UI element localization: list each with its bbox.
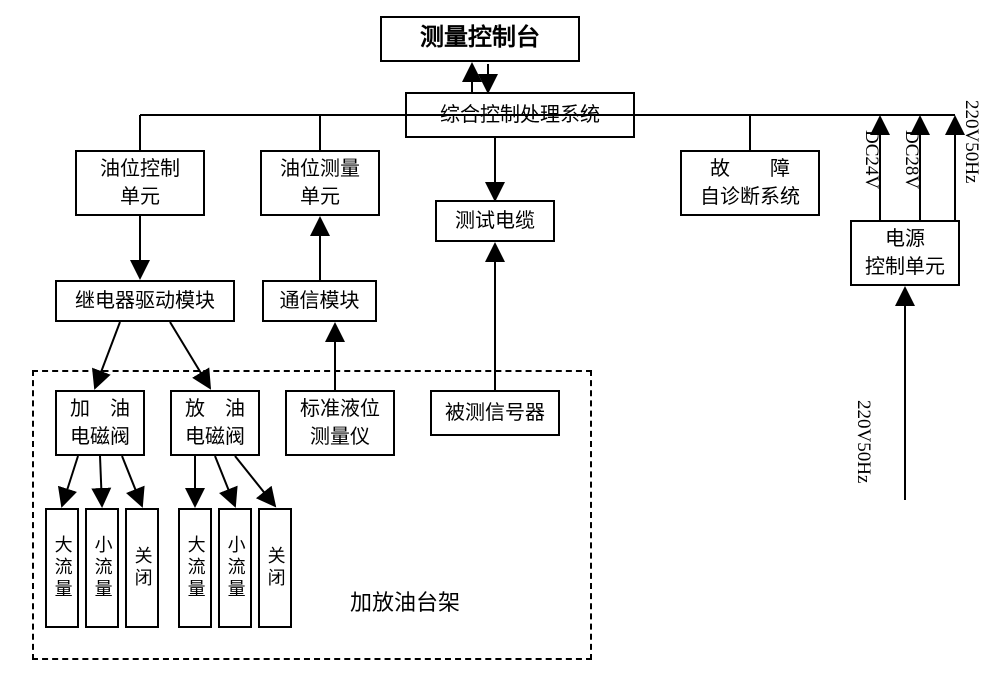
dc28-label: DC28V [900,130,922,189]
relay-box: 继电器驱动模块 [55,280,235,322]
platform-dashed-box [32,370,592,660]
comm-box: 通信模块 [262,280,377,322]
dc24-label: DC24V [860,130,882,189]
oil-ctrl-box: 油位控制 单元 [75,150,205,216]
test-cable-box: 测试电缆 [435,200,555,242]
acout-label: 220V50Hz [960,100,982,183]
acin-label: 220V50Hz [852,400,874,483]
fault-box: 故 障 自诊断系统 [680,150,820,216]
power-ctrl-box: 电源 控制单元 [850,220,960,286]
platform-label: 加放油台架 [350,585,460,617]
oil-meas-box: 油位测量 单元 [260,150,380,216]
console-box: 测量控制台 [380,16,580,62]
integrated-box: 综合控制处理系统 [405,92,635,138]
